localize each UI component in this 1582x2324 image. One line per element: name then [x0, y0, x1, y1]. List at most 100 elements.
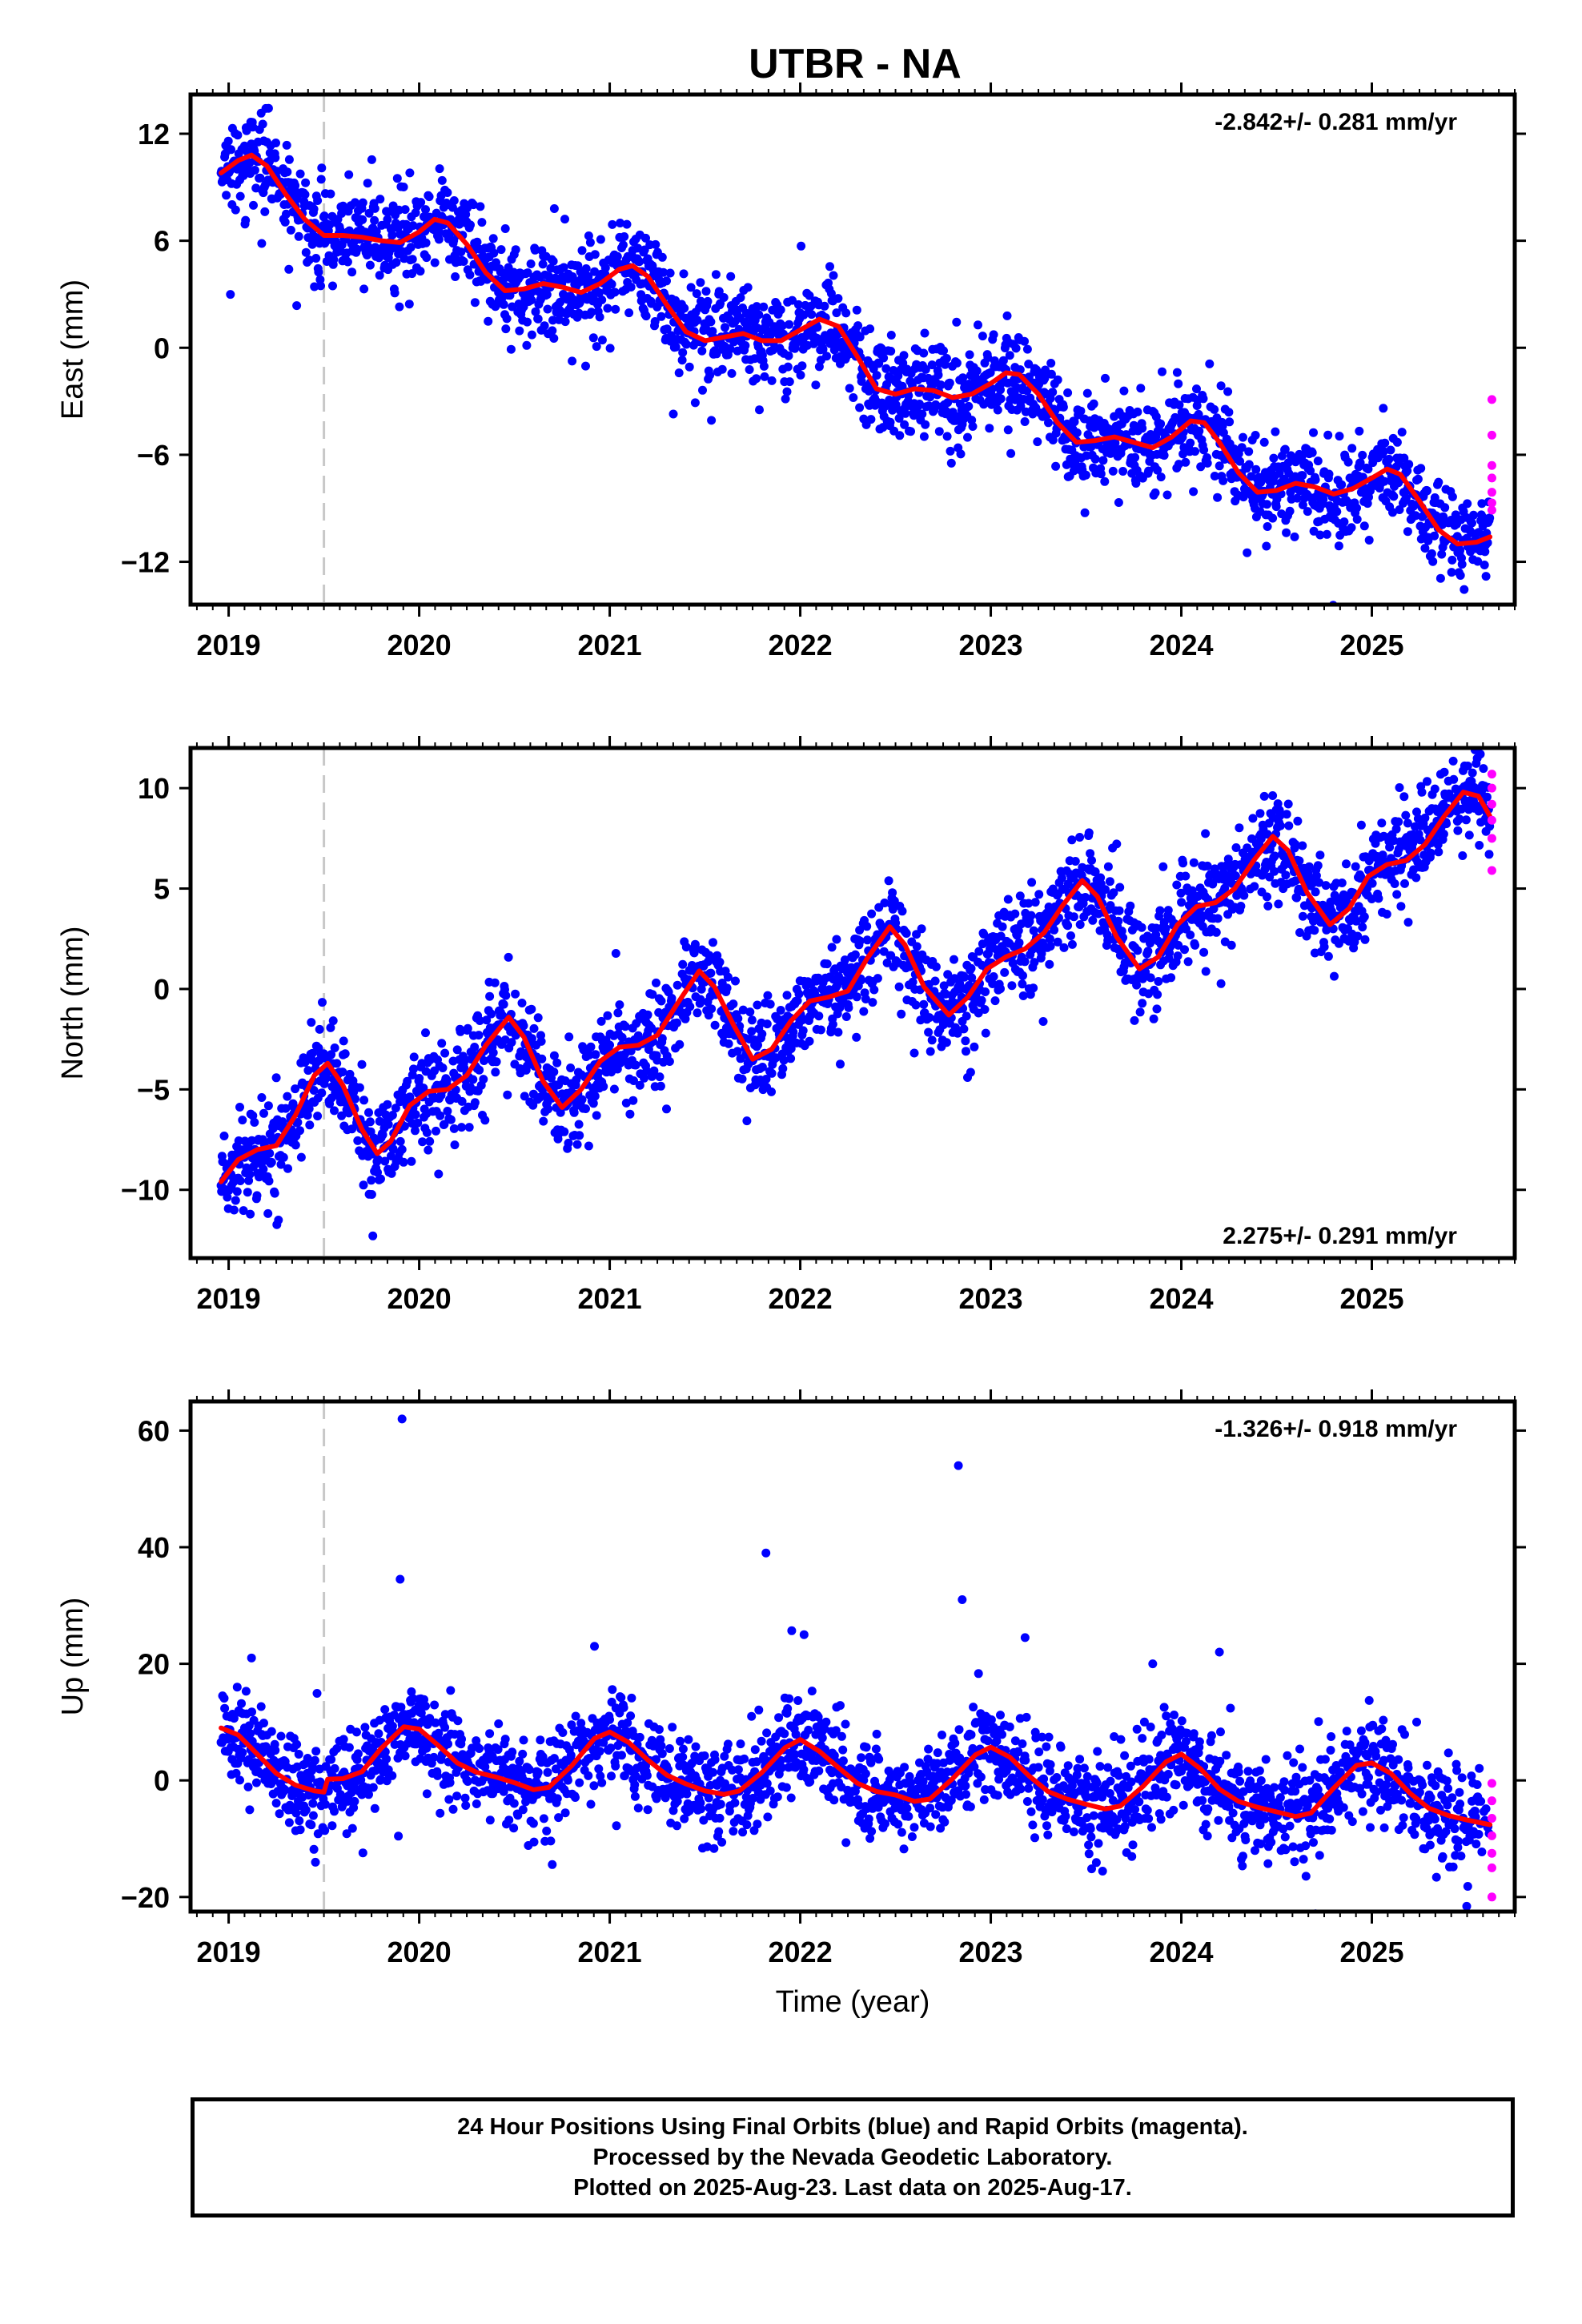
data-point: [403, 1076, 412, 1086]
data-point: [367, 1176, 376, 1185]
data-point: [542, 290, 552, 300]
data-point: [657, 252, 667, 262]
data-point: [459, 257, 468, 266]
data-point: [1003, 425, 1013, 435]
x-tick-label: 2021: [578, 1282, 642, 1315]
data-point: [901, 408, 910, 418]
data-point: [885, 417, 895, 427]
data-point: [470, 1043, 480, 1051]
data-point: [1135, 1007, 1145, 1017]
data-point: [1343, 457, 1353, 467]
data-point: [1158, 367, 1166, 376]
data-point: [1053, 375, 1062, 384]
data-point: [948, 408, 958, 417]
data-point: [996, 394, 1006, 404]
data-point: [1136, 384, 1146, 393]
data-point: [785, 377, 794, 387]
data-point: [1292, 893, 1302, 903]
data-point: [387, 1152, 396, 1160]
data-point: [626, 283, 636, 292]
data-point: [1355, 426, 1364, 436]
data-point: [1263, 892, 1271, 902]
data-point: [260, 207, 270, 216]
data-point: [1034, 890, 1044, 899]
data-point: [379, 242, 388, 251]
data-point: [1231, 871, 1240, 881]
data-point: [296, 1152, 306, 1162]
data-point: [1391, 824, 1401, 834]
data-point: [1196, 462, 1206, 472]
y-tick-label: 0: [154, 332, 170, 364]
data-point: [972, 366, 982, 376]
data-point: [859, 1007, 869, 1016]
data-point: [466, 220, 475, 230]
data-point: [397, 247, 406, 256]
data-point: [897, 1009, 906, 1019]
data-point: [520, 1092, 529, 1101]
data-point: [1379, 476, 1389, 486]
data-point: [397, 1144, 407, 1154]
data-point: [468, 1075, 478, 1084]
data-point: [1351, 862, 1360, 871]
data-point: [581, 361, 590, 371]
data-point: [484, 316, 493, 326]
data-point: [1244, 447, 1254, 456]
rapid-orbit-point: [1487, 866, 1496, 875]
data-point: [1386, 445, 1395, 455]
data-point: [577, 246, 587, 255]
data-point: [231, 1768, 241, 1778]
data-point: [463, 1023, 472, 1033]
data-point: [1199, 445, 1209, 455]
data-point: [1256, 834, 1266, 843]
data-point: [390, 288, 400, 298]
data-point: [788, 296, 797, 305]
data-point: [845, 384, 854, 393]
data-point: [482, 1015, 492, 1025]
data-point: [499, 999, 508, 1009]
data-point: [1360, 935, 1370, 944]
data-point: [1066, 931, 1075, 940]
data-point: [915, 400, 924, 408]
data-point: [339, 1036, 348, 1046]
data-point: [850, 950, 860, 959]
data-point: [523, 268, 532, 278]
data-point: [1191, 447, 1200, 456]
data-point: [492, 1057, 501, 1067]
data-point: [468, 1050, 477, 1059]
data-point: [231, 1196, 240, 1205]
data-point: [926, 392, 935, 402]
data-point: [673, 980, 682, 990]
rapid-orbit-point: [1487, 395, 1496, 404]
data-point: [359, 1096, 369, 1105]
data-point: [220, 1703, 230, 1713]
data-point: [1458, 851, 1468, 860]
data-point: [347, 1124, 357, 1134]
data-point: [1269, 453, 1279, 463]
data-point: [347, 267, 357, 277]
data-point: [1146, 973, 1155, 983]
data-point: [515, 326, 524, 336]
data-point: [279, 1152, 288, 1162]
velocity-rate-label: -2.842+/- 0.281 mm/yr: [1215, 109, 1457, 135]
x-tick-label: 2020: [387, 629, 452, 661]
data-point: [966, 1068, 975, 1077]
data-point: [1101, 373, 1110, 383]
data-point: [307, 1048, 317, 1058]
data-point: [231, 205, 240, 215]
data-point: [1295, 928, 1304, 937]
data-point: [575, 1131, 584, 1140]
data-point: [640, 1073, 648, 1083]
data-point: [884, 876, 893, 886]
data-point: [592, 342, 601, 352]
data-point: [786, 1044, 796, 1053]
data-point: [248, 123, 258, 132]
data-point: [399, 1157, 408, 1167]
data-point: [340, 1049, 350, 1059]
data-point: [782, 991, 792, 1000]
x-tick-label: 2023: [958, 629, 1022, 661]
data-point: [409, 1064, 418, 1074]
data-point: [328, 281, 337, 291]
data-point: [1080, 508, 1090, 517]
data-point: [241, 1687, 251, 1696]
data-point: [820, 301, 829, 311]
